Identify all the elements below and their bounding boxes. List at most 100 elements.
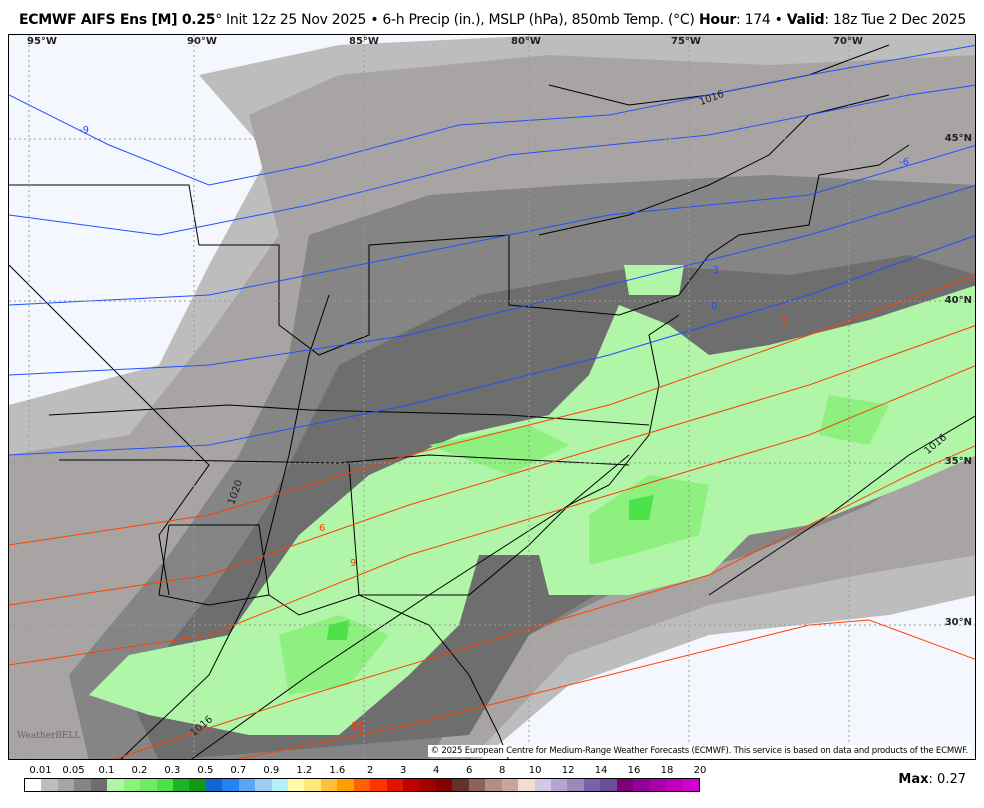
colorbar-swatch	[57, 779, 75, 791]
latitude-label: 45°N	[944, 133, 972, 144]
colorbar-swatch	[320, 779, 338, 791]
colorbar-label: 1.2	[296, 765, 313, 776]
colorbar-label: 0.7	[230, 765, 247, 776]
colorbar-swatch	[353, 779, 371, 791]
hour-label: Hour	[699, 12, 737, 28]
colorbar-swatch	[107, 779, 124, 791]
longitude-label: 70°W	[833, 36, 863, 47]
colorbar-label: 0.2	[131, 765, 148, 776]
temp-label: 3	[781, 317, 788, 328]
weatherbell-logo: WeatherBELL	[17, 731, 81, 741]
latitude-label: 35°N	[944, 456, 972, 467]
colorbar-label: 20	[693, 765, 707, 776]
boundaries	[9, 94, 910, 759]
longitude-label: 85°W	[349, 36, 379, 47]
colorbar-swatch	[551, 779, 568, 791]
temp-label: -3	[709, 265, 719, 276]
colorbar-label: 14	[594, 765, 608, 776]
colorbar-label: 1.6	[329, 765, 346, 776]
colorbar-swatch	[468, 779, 486, 791]
colorbar-label: 0.3	[164, 765, 181, 776]
cold-isotherms	[9, 44, 975, 456]
colorbar-swatch	[386, 779, 404, 791]
colorbar-swatch	[567, 779, 584, 791]
colorbar-swatch	[666, 779, 683, 791]
colorbar-label: 6	[465, 765, 473, 776]
colorbar-label: 0.9	[263, 765, 280, 776]
colorbar-swatch	[156, 779, 173, 791]
colorbar-swatch	[485, 779, 502, 791]
latitude-label: 40°N	[944, 295, 972, 306]
colorbar-label: 12	[561, 765, 575, 776]
temp-label: 0	[711, 301, 718, 312]
colorbar-label: 0.05	[62, 765, 85, 776]
colorbar-label: 18	[660, 765, 674, 776]
colorbar-swatch	[633, 779, 650, 791]
colorbar-label: 3	[400, 765, 407, 776]
warm-isotherms	[9, 275, 975, 759]
forecast-map: 95°W 90°W 85°W 80°W 75°W 70°W 45°N 40°N …	[8, 34, 976, 760]
colorbar-swatch	[304, 779, 321, 791]
colorbar-swatch	[123, 779, 141, 791]
precip-light-green	[89, 285, 975, 735]
colorbar-label: 2	[367, 765, 374, 776]
temp-label: -6	[899, 157, 909, 168]
temp-label: 15	[351, 721, 364, 732]
colorbar-swatch	[238, 779, 256, 791]
colorbar-swatch	[41, 779, 58, 791]
max-value: Max: 0.27	[898, 772, 966, 787]
colorbar-label: 10	[528, 765, 542, 776]
latitude-label: 30°N	[944, 617, 972, 628]
model-name: ECMWF AIFS Ens [M] 0.25	[19, 12, 216, 28]
longitude-label: 90°W	[187, 36, 217, 47]
colorbar-swatch	[501, 779, 519, 791]
colorbar-swatch	[616, 779, 634, 791]
colorbar-swatch	[534, 779, 551, 791]
colorbar-swatch	[205, 779, 223, 791]
chart-title: ECMWF AIFS Ens [M] 0.25° Init 12z 25 Nov…	[19, 12, 695, 28]
colorbar-swatch	[271, 779, 288, 791]
colorbar-swatch	[25, 779, 42, 791]
colorbar-swatch	[583, 779, 601, 791]
colorbar-swatch	[370, 779, 387, 791]
longitude-label: 80°W	[511, 36, 541, 47]
colorbar-swatch	[222, 779, 239, 791]
colorbar-label: 0.5	[197, 765, 214, 776]
colorbar-swatch	[403, 779, 420, 791]
hour-value: : 174 •	[736, 12, 787, 28]
valid-label: Valid	[786, 12, 825, 28]
colorbar-swatch	[452, 779, 469, 791]
longitude-label: 95°W	[27, 36, 57, 47]
colorbar-swatch	[682, 779, 699, 791]
max-number: : 0.27	[928, 772, 966, 787]
colorbar-label: 0.01	[29, 765, 52, 776]
colorbar-swatch	[172, 779, 190, 791]
temp-label: -9	[79, 125, 89, 136]
title-description: Init 12z 25 Nov 2025 • 6-h Precip (in.),…	[221, 12, 695, 28]
colorbar-swatch	[189, 779, 206, 791]
colorbar-swatch	[90, 779, 108, 791]
colorbar-labels: 0.01 0.05 0.1 0.2 0.3 0.5 0.7 0.9 1.2 1.6 2 3 4 6 8 10 1…	[24, 765, 706, 777]
valid-value: : 18z Tue 2 Dec 2025	[824, 12, 966, 28]
colorbar-label: 8	[498, 765, 506, 776]
temp-label: 6	[319, 523, 326, 534]
colorbar-swatch	[419, 779, 436, 791]
colorbar-swatch	[337, 779, 354, 791]
colorbar-swatch	[600, 779, 617, 791]
colorbar-swatch	[288, 779, 305, 791]
copyright-notice: © 2025 European Centre for Medium-Range …	[427, 745, 971, 757]
colorbar-label: 4	[433, 765, 440, 776]
map-canvas	[9, 35, 975, 759]
temp-label: 9	[350, 558, 357, 569]
colorbar-swatch	[435, 779, 453, 791]
max-label: Max	[898, 772, 929, 787]
degree-symbol: °	[215, 12, 222, 28]
colorbar-swatch	[140, 779, 157, 791]
colorbar-label: 16	[627, 765, 641, 776]
colorbar-label: 0.1	[98, 765, 115, 776]
precip-green	[279, 395, 889, 695]
colorbar-swatch	[649, 779, 667, 791]
colorbar-swatch	[518, 779, 535, 791]
valid-time: Hour: 174 • Valid: 18z Tue 2 Dec 2025	[699, 12, 966, 28]
colorbar-swatch	[255, 779, 272, 791]
